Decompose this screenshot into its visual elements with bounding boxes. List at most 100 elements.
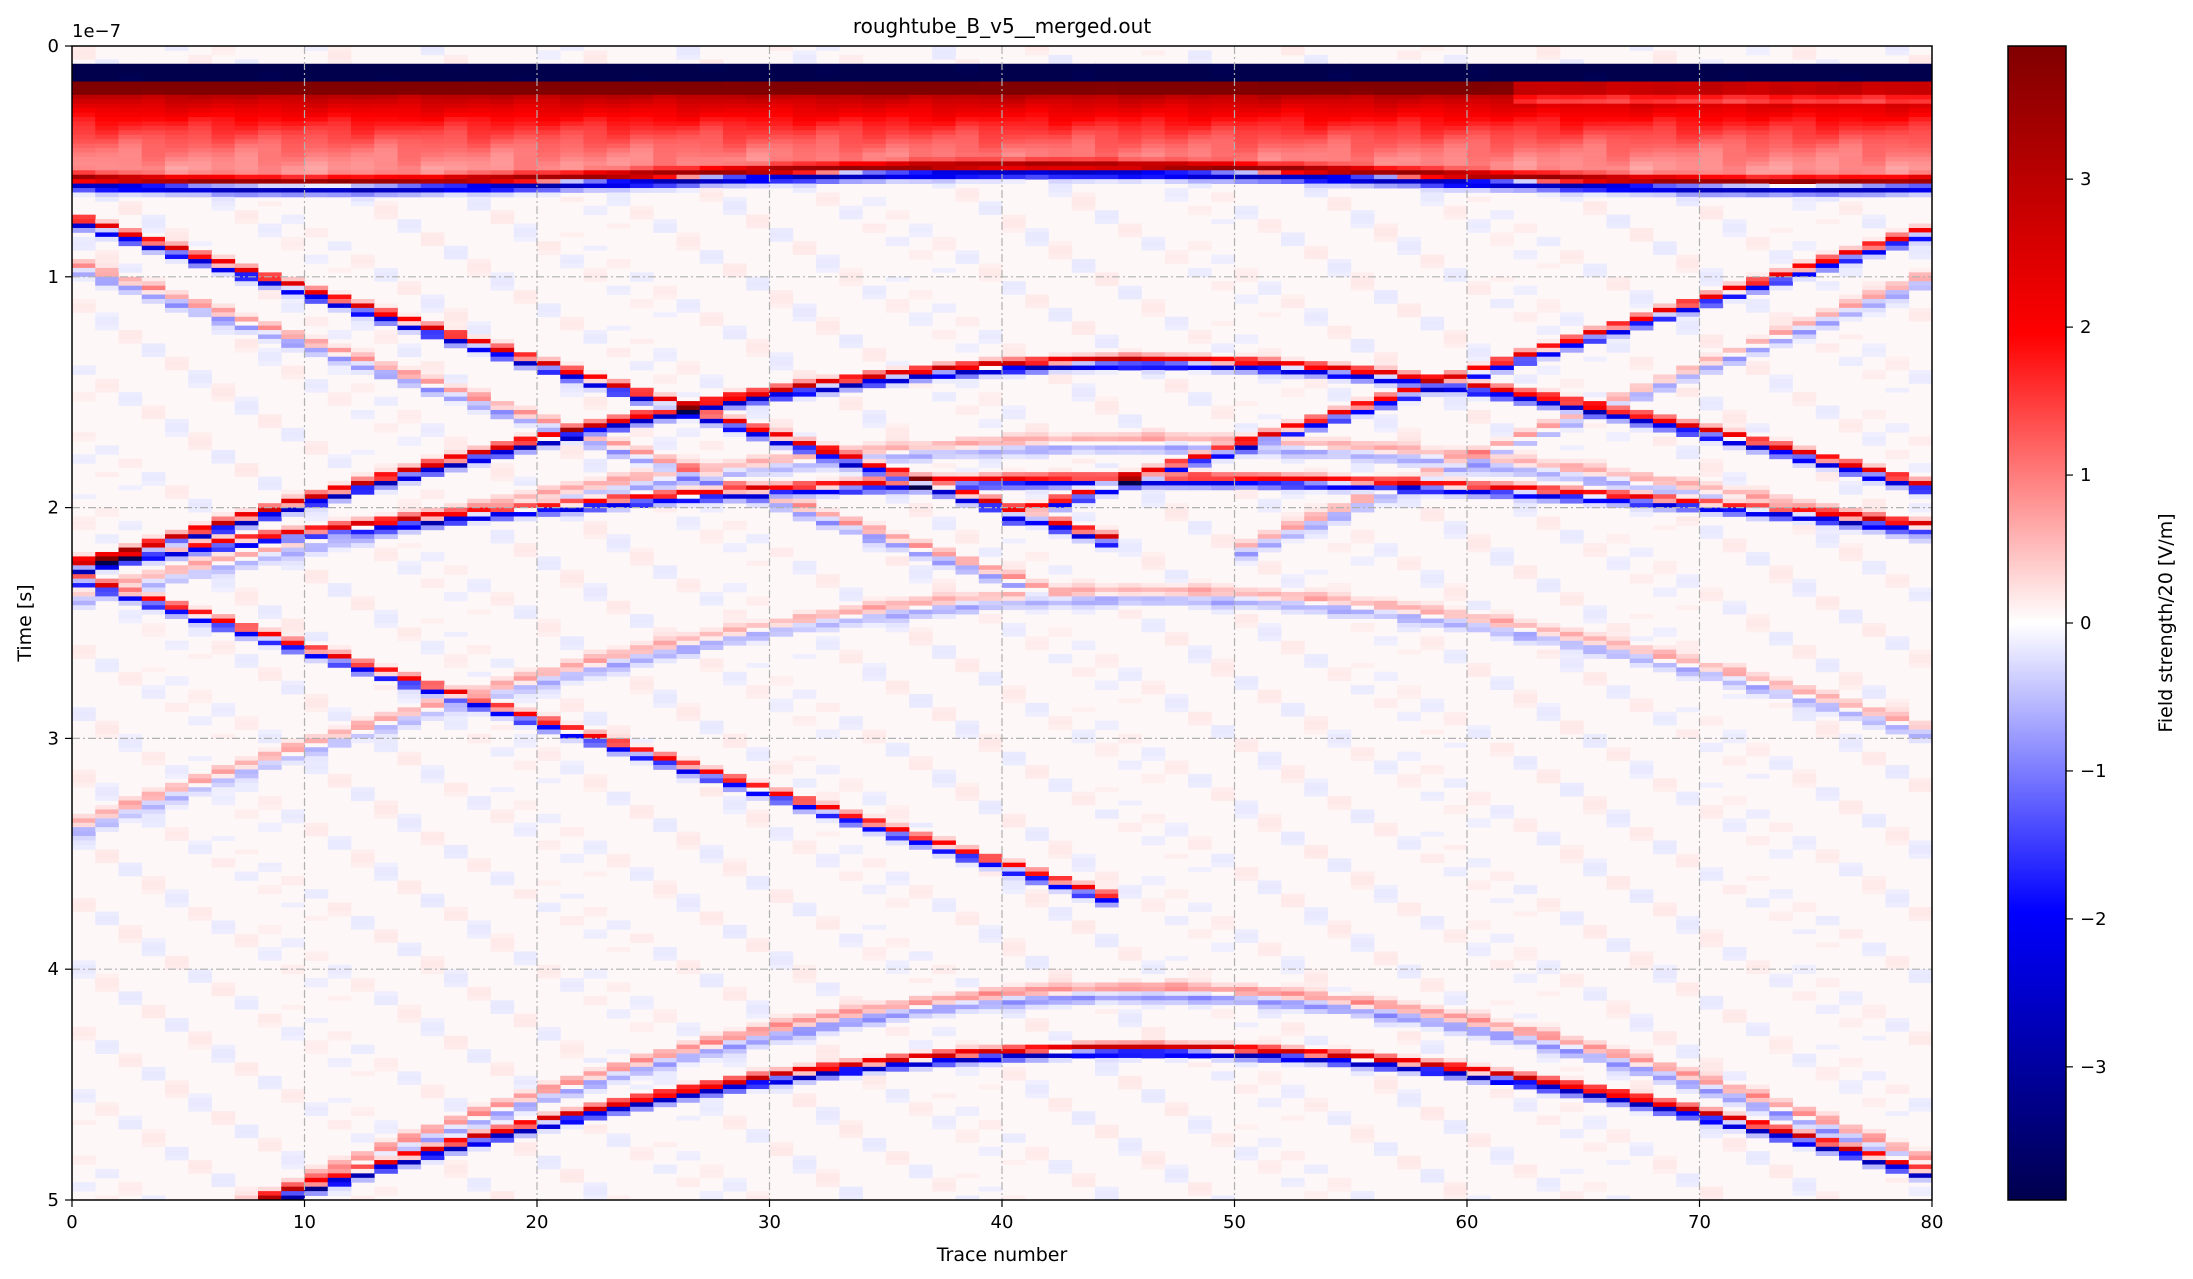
heatmap-cell xyxy=(583,383,608,389)
heatmap-cell xyxy=(467,334,491,340)
heatmap-cell xyxy=(630,1093,654,1099)
heatmap-cell xyxy=(560,1120,584,1125)
heatmap-cell xyxy=(560,738,584,744)
heatmap-cell xyxy=(420,134,445,140)
heatmap-cell xyxy=(141,560,166,566)
heatmap-cell xyxy=(1025,893,1049,904)
heatmap-cell xyxy=(1071,512,1096,517)
heatmap-cell xyxy=(234,112,259,118)
heatmap-cell xyxy=(513,290,538,295)
heatmap-cell xyxy=(537,432,561,437)
heatmap-cell xyxy=(1048,1106,1073,1112)
heatmap-cell xyxy=(978,1151,1003,1157)
heatmap-cell xyxy=(1048,307,1073,313)
heatmap-cell xyxy=(1141,152,1166,158)
heatmap-cell xyxy=(1071,143,1096,149)
heatmap-cell xyxy=(537,414,561,420)
heatmap-cell xyxy=(444,791,468,797)
heatmap-cell xyxy=(72,103,96,109)
heatmap-cell xyxy=(211,148,236,153)
heatmap-cell xyxy=(885,840,910,846)
heatmap-cell xyxy=(513,1124,538,1130)
heatmap-cell xyxy=(211,565,236,571)
heatmap-cell xyxy=(211,623,236,628)
heatmap-cell xyxy=(769,702,794,708)
heatmap-cell xyxy=(955,1111,980,1117)
heatmap-cell xyxy=(909,507,933,513)
heatmap-cell xyxy=(932,161,956,167)
heatmap-cell xyxy=(1164,978,1189,983)
heatmap-cell xyxy=(234,188,259,193)
heatmap-cell xyxy=(1071,201,1096,207)
heatmap-cell xyxy=(560,489,584,495)
heatmap-cell xyxy=(1002,880,1026,886)
heatmap-cell xyxy=(490,143,515,149)
heatmap-cell xyxy=(746,1004,770,1014)
heatmap-cell xyxy=(118,139,143,145)
heatmap-cell xyxy=(1048,361,1073,366)
heatmap-cell xyxy=(490,716,515,722)
heatmap-cell xyxy=(1048,183,1073,189)
heatmap-cell xyxy=(723,463,747,469)
heatmap-cell xyxy=(630,210,654,216)
heatmap-cell xyxy=(513,117,538,122)
heatmap-cell xyxy=(630,463,654,469)
heatmap-cell xyxy=(234,1195,259,1200)
heatmap-cell xyxy=(723,432,747,437)
heatmap-cell xyxy=(95,134,119,140)
heatmap-cell xyxy=(281,1093,305,1099)
heatmap-cell xyxy=(1141,1151,1166,1157)
heatmap-cell xyxy=(188,143,212,149)
heatmap-cell xyxy=(560,46,584,51)
heatmap-cell xyxy=(258,560,282,566)
heatmap-cell xyxy=(885,1062,910,1068)
heatmap-cell xyxy=(490,875,515,881)
heatmap-cell xyxy=(281,1026,305,1032)
heatmap-cell xyxy=(188,134,212,140)
heatmap-cell xyxy=(351,1071,375,1077)
heatmap-cell xyxy=(188,117,212,122)
heatmap-cell xyxy=(1118,170,1142,176)
heatmap-cell xyxy=(95,223,119,229)
heatmap-cell xyxy=(1118,765,1142,770)
heatmap-cell xyxy=(1141,986,1166,992)
heatmap-cell xyxy=(653,574,677,580)
heatmap-cell xyxy=(630,1084,654,1090)
heatmap-cell xyxy=(95,587,119,593)
heatmap-cell xyxy=(327,782,352,788)
heatmap-cell xyxy=(258,99,282,105)
heatmap-cell xyxy=(816,525,840,531)
heatmap-cell xyxy=(351,161,375,167)
heatmap-cell xyxy=(792,454,817,460)
heatmap-cell xyxy=(723,63,747,82)
heatmap-cell xyxy=(467,330,491,335)
heatmap-cell xyxy=(188,574,212,580)
heatmap-cell xyxy=(537,778,561,784)
heatmap-cell xyxy=(676,232,701,238)
heatmap-cell xyxy=(1025,765,1049,770)
heatmap-cell xyxy=(397,627,422,637)
heatmap-cell xyxy=(1141,503,1166,508)
heatmap-cell xyxy=(537,1124,561,1130)
heatmap-cell xyxy=(165,303,189,309)
heatmap-cell xyxy=(769,445,794,451)
heatmap-cell xyxy=(560,423,584,429)
heatmap-cell xyxy=(816,982,840,988)
heatmap-cell xyxy=(1002,1000,1026,1006)
heatmap-cell xyxy=(1141,476,1166,482)
heatmap-cell xyxy=(95,156,119,162)
heatmap-cell xyxy=(351,658,375,664)
heatmap-cell xyxy=(281,538,305,544)
heatmap-cell xyxy=(1002,467,1026,473)
heatmap-cell xyxy=(630,298,654,304)
heatmap-cell xyxy=(304,760,329,766)
heatmap-cell xyxy=(653,312,677,318)
heatmap-cell xyxy=(1048,139,1073,145)
heatmap-cell xyxy=(769,290,794,295)
heatmap-cell xyxy=(909,596,933,602)
heatmap-cell xyxy=(95,108,119,113)
heatmap-cell xyxy=(699,156,724,162)
heatmap-cell xyxy=(1118,174,1142,180)
heatmap-cell xyxy=(72,836,96,841)
heatmap-cell xyxy=(118,161,143,167)
